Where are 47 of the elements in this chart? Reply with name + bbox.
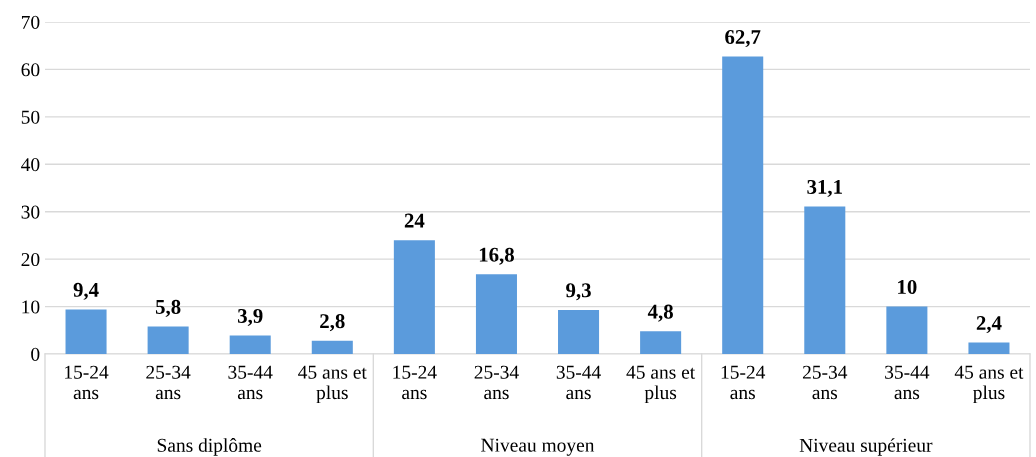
data-label: 62,7 (725, 30, 761, 48)
data-label: 16,8 (479, 247, 514, 265)
x-tick-label: 35-44 ans (885, 365, 930, 400)
y-tick-label: 40 (21, 158, 40, 172)
bar (804, 206, 846, 354)
x-tick-label: 15-24 ans (721, 365, 766, 400)
bar (393, 240, 435, 354)
data-label: 9,3 (566, 283, 591, 301)
data-label: 3,9 (237, 308, 263, 326)
bar (311, 340, 353, 354)
text: Niveau supérieur (799, 438, 933, 456)
bar (475, 274, 517, 354)
y-tick-label: 30 (21, 205, 40, 219)
data-label: 10 (898, 279, 917, 295)
x-tick-label: 15-24 ans (393, 365, 437, 400)
y-tick-label: 70 (21, 15, 40, 29)
y-tick-label: 50 (21, 110, 40, 124)
y-tick-label: 0 (31, 347, 40, 361)
bar (558, 309, 600, 354)
data-label: 4,8 (647, 304, 673, 322)
x-tick-label: 35-44 ans (228, 365, 273, 400)
x-tick-label: 15-24 ans (65, 365, 109, 400)
data-label: 5,8 (155, 299, 181, 317)
x-tick-label: 25-34 ans (146, 365, 191, 400)
bar (65, 309, 107, 354)
x-tick-label: 25-34 ans (474, 365, 519, 400)
data-label: 2,8 (320, 314, 345, 332)
x-tick-label: 45 ans et plus (954, 365, 1024, 404)
text: Niveau moyen (481, 438, 595, 456)
text: Sans diplôme (157, 438, 262, 456)
bar (968, 342, 1010, 354)
data-label: 2,4 (976, 316, 1002, 334)
y-tick-label: 60 (21, 63, 40, 77)
y-tick-label: 10 (22, 300, 40, 314)
y-tick-label: 20 (21, 252, 40, 267)
x-tick-label: 45 ans et plus (298, 365, 367, 404)
bar (886, 306, 928, 354)
bar (229, 335, 271, 354)
data-label: 24 (404, 213, 425, 228)
data-label: 9,4 (73, 282, 99, 300)
bar (640, 331, 682, 354)
x-tick-label: 45 ans et plus (626, 365, 696, 404)
x-tick-label: 35-44 ans (556, 365, 601, 400)
data-label: 31,1 (807, 179, 842, 197)
bar (147, 326, 189, 354)
x-tick-label: 25-34 ans (802, 365, 848, 400)
bar (722, 56, 764, 354)
